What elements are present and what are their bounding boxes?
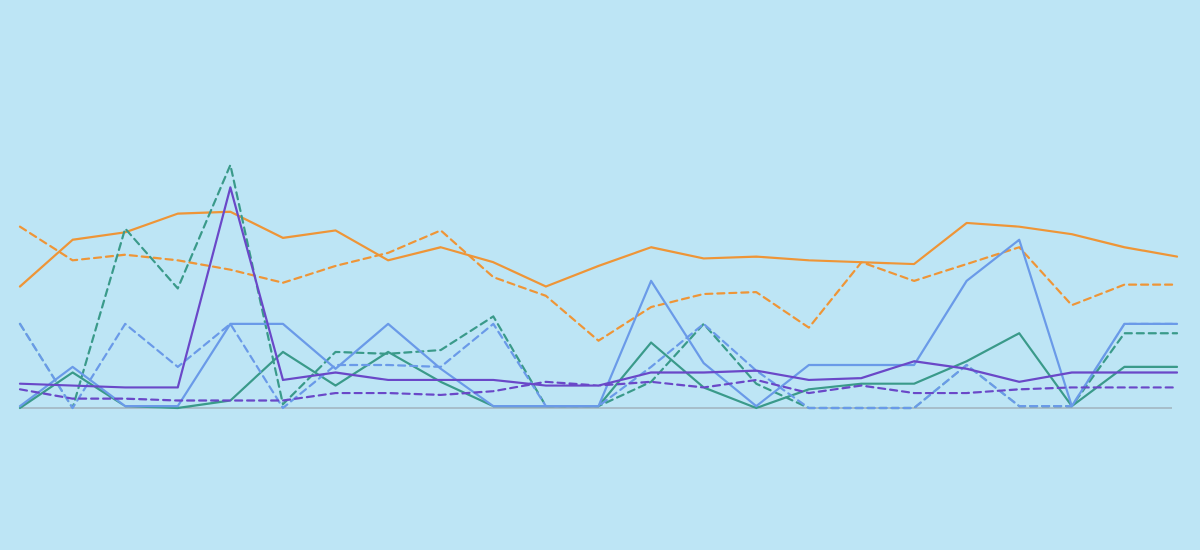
series-line-1 <box>18 210 1179 288</box>
series-line-3 <box>18 332 1179 410</box>
series-line-6 <box>18 322 1179 410</box>
series-line-7 <box>18 186 1179 389</box>
series-line-8 <box>18 378 1179 402</box>
series-line-5 <box>18 238 1179 408</box>
series-line-4 <box>18 163 1179 410</box>
series-line-2 <box>18 225 1179 342</box>
series-layer <box>18 163 1179 410</box>
